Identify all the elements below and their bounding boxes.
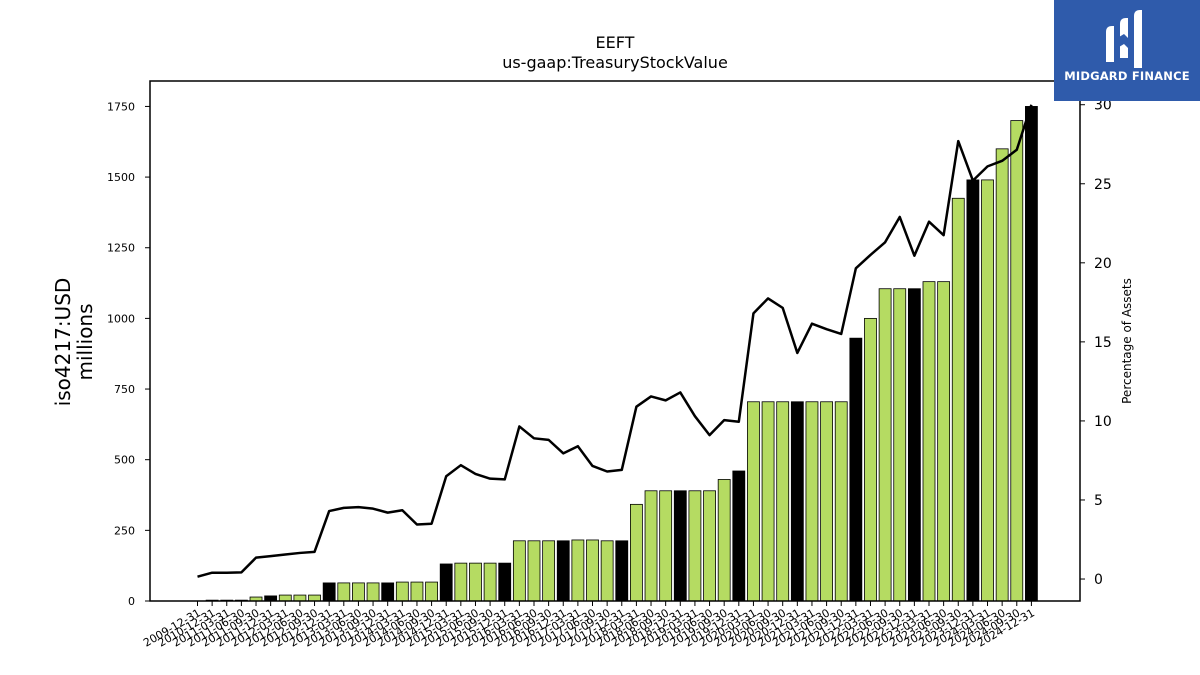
bar — [951, 197, 965, 602]
bar — [498, 562, 512, 602]
bar — [630, 503, 643, 602]
bar — [717, 479, 731, 602]
brand-name: MIDGARD FINANCE — [1064, 69, 1190, 83]
bar — [556, 540, 570, 602]
bar — [1025, 106, 1038, 602]
bar — [805, 401, 819, 602]
bar — [981, 179, 994, 602]
y2-tick-label: 25 — [1094, 177, 1112, 193]
bar — [512, 540, 526, 602]
percent-of-assets-line — [197, 104, 1033, 578]
bar — [732, 470, 746, 602]
bar — [395, 581, 409, 602]
y2-tick-label: 5 — [1094, 493, 1103, 509]
bar — [439, 563, 453, 602]
bar — [410, 581, 424, 602]
bar — [703, 490, 716, 602]
bar — [322, 582, 336, 602]
bar — [1010, 120, 1024, 602]
bar — [278, 594, 292, 602]
bar — [776, 401, 790, 602]
bar — [937, 281, 951, 602]
brand-logo: MIDGARD FINANCE — [1054, 0, 1200, 101]
bar — [790, 401, 804, 602]
bar — [893, 288, 907, 602]
y-axis-left: 0 250 500 750 1000 1250 1500 1750 — [107, 100, 150, 608]
y2-tick-label: 0 — [1094, 572, 1103, 588]
bar — [425, 581, 438, 602]
bar — [600, 540, 614, 602]
y-axis-right: 0 5 10 15 20 25 30 — [1080, 98, 1112, 588]
bar — [820, 401, 833, 602]
chart-subtitle: us-gaap:TreasuryStockValue — [502, 53, 728, 72]
bar — [878, 288, 892, 602]
y-tick-label: 0 — [128, 595, 135, 608]
y-tick-label: 1250 — [107, 242, 135, 255]
bar — [293, 594, 307, 602]
y2-tick-label: 20 — [1094, 256, 1112, 272]
bar-series — [205, 106, 1038, 602]
y2-axis-label: Percentage of Assets — [1120, 278, 1134, 404]
bar — [337, 582, 351, 602]
y-tick-label: 250 — [114, 524, 135, 537]
bar — [308, 594, 321, 602]
bar — [483, 562, 497, 602]
y-tick-label: 1750 — [107, 100, 135, 113]
midgard-logo-icon — [1106, 10, 1142, 68]
y-tick-label: 1000 — [107, 312, 135, 325]
y2-tick-label: 30 — [1094, 98, 1112, 114]
bar — [542, 540, 556, 602]
bar — [834, 401, 848, 602]
bar — [586, 539, 599, 602]
bar — [966, 179, 980, 602]
bar — [527, 540, 541, 602]
bar — [849, 337, 863, 602]
y-axis-label: iso4217:USDmillions — [51, 278, 97, 407]
bar — [659, 490, 673, 602]
y-axis-label-line: millions — [73, 303, 97, 380]
y-tick-label: 750 — [114, 383, 135, 396]
bar — [907, 288, 921, 602]
plot-frame — [149, 80, 1081, 602]
bar — [615, 540, 629, 602]
bar — [644, 490, 658, 602]
bar — [264, 595, 278, 602]
y2-tick-label: 15 — [1094, 335, 1112, 351]
bar — [352, 582, 365, 602]
bar — [688, 490, 702, 602]
chart-title: EEFT — [596, 33, 635, 52]
bar — [747, 401, 760, 602]
bar — [571, 539, 585, 602]
bar — [995, 148, 1009, 602]
bar — [922, 281, 936, 602]
bar — [366, 582, 380, 602]
bar — [864, 317, 877, 602]
y-tick-label: 500 — [114, 454, 135, 467]
bar — [673, 490, 687, 602]
bar — [381, 582, 395, 602]
y-tick-label: 1500 — [107, 171, 135, 184]
x-axis: 2009-12-312010-12-312011-03-312011-06-30… — [141, 601, 1037, 650]
line-series — [197, 104, 1033, 578]
y2-tick-label: 10 — [1094, 414, 1112, 430]
y-axis-label-line: iso4217:USD — [51, 278, 75, 407]
bar — [761, 401, 775, 602]
bar — [454, 562, 468, 602]
bar — [469, 562, 482, 602]
